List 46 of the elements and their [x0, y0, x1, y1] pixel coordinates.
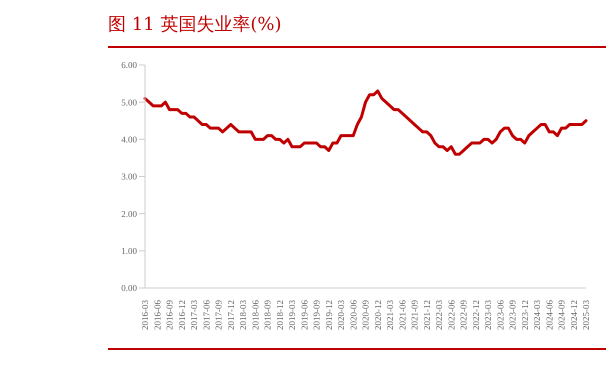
x-tick-label: 2018-09 — [262, 300, 272, 330]
x-tick-label: 2023-09 — [508, 300, 518, 330]
x-tick-label: 2017-12 — [226, 300, 236, 330]
x-tick-label: 2023-03 — [483, 300, 493, 330]
x-tick-label: 2016-09 — [164, 300, 174, 330]
x-tick-label: 2016-12 — [176, 300, 187, 330]
x-tick-label: 2023-06 — [495, 300, 506, 330]
x-tick-label: 2016-03 — [140, 300, 150, 330]
x-tick-label: 2022-12 — [470, 300, 481, 330]
x-tick-label: 2018-12 — [274, 300, 285, 330]
x-tick-label: 2018-06 — [250, 300, 260, 330]
x-tick-label: 2021-03 — [385, 300, 395, 330]
y-tick-label: 3.00 — [121, 172, 138, 182]
x-tick-label: 2020-03 — [336, 300, 346, 330]
y-tick-label: 5.00 — [121, 97, 138, 108]
x-tick-label: 2024-06 — [544, 300, 554, 330]
x-tick-label: 2021-09 — [410, 300, 420, 330]
x-tick-label: 2021-06 — [397, 300, 408, 330]
x-tick-label: 2021-12 — [422, 300, 432, 330]
x-tick-label: 2019-12 — [324, 300, 334, 330]
x-tick-label: 2023-12 — [520, 300, 530, 330]
x-tick-label: 2018-03 — [238, 300, 248, 330]
x-tick-label: 2024-12 — [568, 300, 579, 330]
x-tick-label: 2016-06 — [152, 300, 162, 330]
y-tick-label: 4.00 — [121, 134, 138, 145]
line-series — [144, 90, 588, 156]
chart-title: 图 11 英国失业率(%) — [108, 13, 282, 36]
x-tick-label: 2017-09 — [214, 300, 224, 330]
y-tick-label: 1.00 — [121, 246, 138, 256]
x-tick-label: 2024-09 — [556, 300, 566, 330]
y-tick-label: 6.00 — [121, 60, 138, 70]
x-tick-label: 2020-06 — [348, 300, 358, 330]
x-tick-label: 2019-09 — [312, 300, 322, 330]
x-tick-label: 2022-03 — [434, 300, 444, 330]
x-tick-label: 2025-03 — [581, 300, 591, 330]
x-tick-label: 2019-06 — [299, 300, 310, 330]
y-tick-label: 0.00 — [121, 283, 138, 294]
x-tick-label: 2020-12 — [372, 300, 383, 330]
x-tick-label: 2020-09 — [360, 300, 370, 330]
x-tick-label: 2017-06 — [201, 300, 212, 330]
x-tick-label: 2024-03 — [532, 300, 542, 330]
y-tick-label: 2.00 — [121, 208, 138, 219]
x-tick-label: 2019-03 — [287, 300, 297, 330]
x-tick-label: 2022-09 — [458, 300, 468, 330]
x-tick-label: 2017-03 — [189, 300, 199, 330]
x-tick-label: 2022-06 — [446, 300, 456, 330]
